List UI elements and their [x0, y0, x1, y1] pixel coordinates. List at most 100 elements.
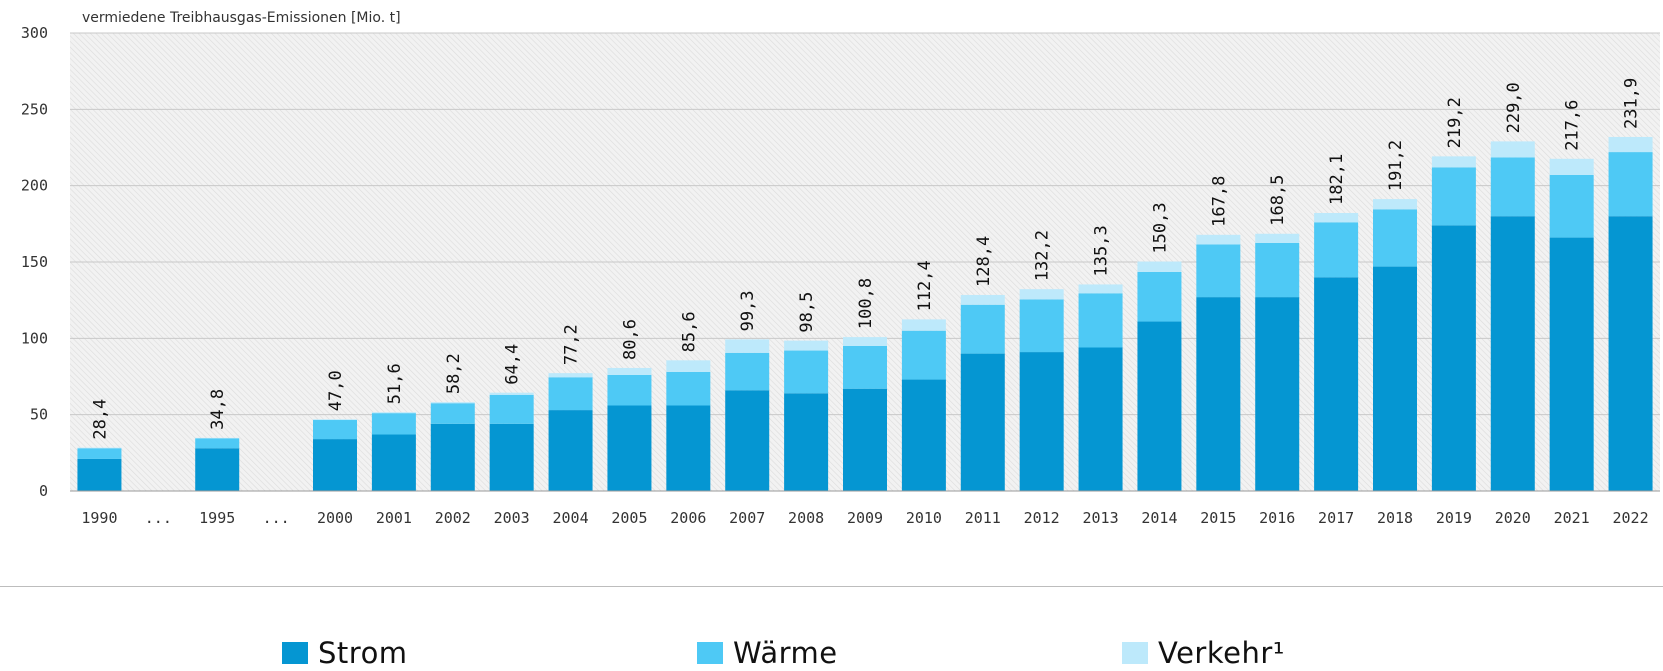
bar-segment-wrme [666, 371, 711, 406]
bar-segment-wrme [1373, 209, 1417, 267]
total-value-label: 51,6 [385, 363, 405, 404]
legend-item-strom: Strom [282, 636, 408, 670]
total-value-label: 64,4 [503, 344, 523, 385]
bar-segment-strom [1196, 297, 1241, 491]
bar-segment-verkehr [1019, 289, 1064, 300]
bar-segment-strom [1078, 347, 1123, 491]
bar-segment-verkehr [1373, 199, 1417, 210]
bar-segment-verkehr [489, 392, 534, 395]
bar-segment-wrme [1078, 293, 1123, 348]
total-value-label: 135,3 [1092, 225, 1112, 276]
bar-segment-verkehr [1314, 212, 1359, 223]
bar-segment-wrme [960, 304, 1005, 354]
bar-segment-strom [371, 434, 416, 491]
bar-segment-strom [195, 448, 240, 491]
x-tick-label: 2003 [494, 509, 530, 527]
bar-segment-verkehr [1196, 234, 1241, 245]
bar-segment-wrme [1490, 157, 1535, 217]
y-tick-label: 250 [21, 100, 48, 118]
bar-segment-wrme [1314, 222, 1359, 278]
bar-segment-strom [607, 405, 652, 491]
y-tick-label: 300 [21, 24, 48, 42]
bar-segment-verkehr [607, 367, 652, 375]
bar-segment-verkehr [1431, 156, 1476, 168]
y-tick-label: 50 [30, 406, 48, 424]
x-tick-label: 2004 [552, 509, 588, 527]
total-value-label: 80,6 [620, 319, 640, 360]
total-value-label: 182,1 [1327, 154, 1347, 205]
x-tick-label: 2014 [1141, 509, 1177, 527]
total-value-label: 219,2 [1445, 97, 1465, 148]
bar-segment-verkehr [1255, 233, 1300, 243]
total-value-label: 100,8 [856, 278, 876, 329]
bar-segment-strom [1314, 277, 1359, 491]
bar-segment-strom [77, 458, 122, 491]
bar-segment-strom [1608, 216, 1653, 491]
stacked-bar-chart: vermiedene Treibhausgas-Emissionen [Mio.… [21, 10, 1660, 527]
total-labels: 28,4 34,8 47,0 51,6 58,2 64,4 77,2 80,6 85,6 99,3… [90, 78, 1641, 440]
bar-segment-wrme [1019, 299, 1064, 353]
bar-segment-wrme [1137, 271, 1182, 322]
bar-segment-wrme [371, 413, 416, 435]
legend-item-waerme: Wärme [697, 636, 838, 670]
x-tick-label: ... [145, 509, 172, 527]
total-value-label: 231,9 [1622, 78, 1642, 129]
x-tick-label: 2008 [788, 509, 824, 527]
bar-segment-wrme [1431, 167, 1476, 226]
x-tick-label: 2001 [376, 509, 412, 527]
bar-segment-verkehr [666, 360, 711, 372]
bar-segment-verkehr [313, 419, 357, 421]
x-tick-label: 2022 [1612, 509, 1648, 527]
x-tick-label: 2020 [1495, 509, 1531, 527]
legend-swatch-waerme [697, 642, 723, 664]
bar-segment-verkehr [901, 319, 946, 331]
bar-segment-wrme [1549, 174, 1594, 238]
y-tick-label: 200 [21, 177, 48, 195]
bar-segment-wrme [784, 350, 829, 394]
x-tick-label: 1990 [81, 509, 117, 527]
x-tick-label: 2013 [1082, 509, 1118, 527]
x-tick-label: 2017 [1318, 509, 1354, 527]
x-tick-label: 2000 [317, 509, 353, 527]
legend-swatch-strom [282, 642, 308, 664]
bar-segment-wrme [548, 377, 593, 411]
bar-segment-strom [313, 439, 357, 491]
total-value-label: 191,2 [1386, 140, 1406, 191]
x-tick-label: 2019 [1436, 509, 1472, 527]
bar-segment-strom [901, 379, 946, 491]
legend-item-verkehr: Verkehr¹ [1122, 636, 1285, 670]
total-value-label: 28,4 [90, 399, 110, 440]
bar-segment-strom [430, 423, 475, 491]
legend-label-waerme: Wärme [733, 636, 838, 670]
total-value-label: 128,4 [974, 236, 994, 287]
bar-segment-strom [1255, 297, 1300, 491]
bar-segment-wrme [843, 345, 887, 389]
bar-segment-verkehr [960, 294, 1005, 305]
bar-segment-verkehr [1137, 261, 1182, 272]
total-value-label: 98,5 [797, 292, 817, 333]
bar-segment-wrme [430, 403, 475, 424]
bar-segment-strom [784, 393, 829, 491]
total-value-label: 47,0 [326, 370, 346, 411]
x-tick-label: 2015 [1200, 509, 1236, 527]
bar-segment-wrme [489, 394, 534, 424]
bar-segment-wrme [77, 448, 122, 459]
x-tick-label: 2018 [1377, 509, 1413, 527]
x-tick-label: 2011 [965, 509, 1001, 527]
total-value-label: 150,3 [1150, 202, 1170, 253]
bar-segment-verkehr [77, 447, 122, 449]
bar-segment-verkehr [371, 412, 416, 414]
bar-segment-strom [960, 353, 1005, 491]
x-tick-label: 2009 [847, 509, 883, 527]
legend-swatch-verkehr [1122, 642, 1148, 664]
total-value-label: 168,5 [1268, 175, 1288, 226]
total-value-label: 85,6 [679, 311, 699, 352]
bar-segment-verkehr [1078, 284, 1123, 294]
divider-line [0, 586, 1663, 587]
bar-segment-wrme [313, 420, 357, 440]
x-tick-label: 2007 [729, 509, 765, 527]
bar-segment-verkehr [1549, 158, 1594, 175]
x-tick-label: 2002 [435, 509, 471, 527]
y-tick-label: 100 [21, 329, 48, 347]
bar-segment-wrme [195, 438, 240, 449]
